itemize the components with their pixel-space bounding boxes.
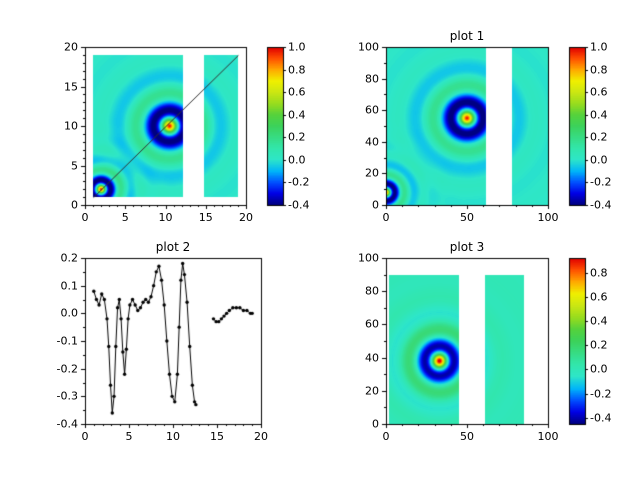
plots-canvas bbox=[0, 0, 640, 480]
figure: plot 1 plot 2 plot 3 0 5 10 15 20 0 5 10 15 20 1.0… bbox=[0, 0, 640, 480]
